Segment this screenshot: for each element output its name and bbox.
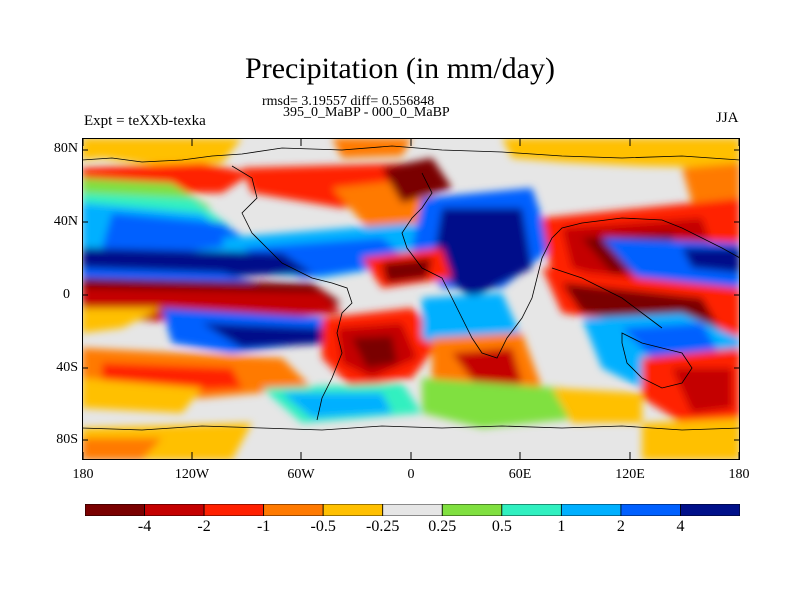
colorbar-swatch	[322, 503, 384, 517]
colorbar-swatch	[560, 503, 622, 517]
x-tick-label: 120W	[174, 467, 210, 482]
colorbar-label: 0.5	[491, 518, 512, 535]
x-tick-label: 60E	[508, 467, 532, 482]
y-tick-label: 80N	[53, 141, 78, 156]
subtitle: 395_0_MaBP - 000_0_MaBP	[283, 105, 450, 120]
y-tick-label: 0	[63, 287, 70, 302]
colorbar-label: 4	[676, 518, 685, 535]
colorbar-label: 2	[616, 518, 625, 535]
colorbar-label: 1	[557, 518, 566, 535]
colorbar-swatch	[263, 503, 324, 517]
colorbar-swatch	[203, 503, 265, 517]
colorbar-swatch	[144, 503, 205, 517]
precipitation-map	[82, 138, 740, 460]
x-tick-label: 180	[72, 467, 94, 482]
colorbar-label: -1	[256, 518, 271, 535]
y-tick-label: 80S	[56, 432, 78, 447]
colorbar-swatch	[441, 503, 503, 517]
colorbar-label: -0.25	[366, 518, 400, 535]
experiment-label: Expt = teXXb-texka	[84, 113, 206, 129]
colorbar-swatch	[84, 503, 145, 517]
y-tick-label: 40S	[56, 360, 78, 375]
stats-line: rmsd= 3.19557 diff= 0.556848	[262, 94, 435, 109]
y-tick-label: 40N	[53, 214, 78, 229]
colorbar-swatch	[680, 503, 741, 517]
x-tick-label: 120E	[615, 467, 645, 482]
colorbar-label: -2	[197, 518, 211, 535]
colorbar-label: -4	[137, 518, 152, 535]
chart-title: Precipitation (in mm/day)	[245, 52, 555, 85]
colorbar-label: 0.25	[428, 518, 457, 535]
colorbar-label: -0.5	[310, 518, 336, 535]
x-tick-label: 0	[407, 467, 415, 482]
colorbar-swatch	[501, 503, 562, 517]
season-label: JJA	[716, 110, 739, 126]
x-tick-label: 180	[728, 467, 750, 482]
colorbar-swatch	[382, 503, 443, 517]
map-panel	[82, 138, 740, 460]
colorbar	[84, 503, 741, 517]
colorbar-swatch	[620, 503, 681, 517]
x-tick-label: 60W	[287, 467, 315, 482]
colorbar-swatches	[84, 503, 741, 517]
